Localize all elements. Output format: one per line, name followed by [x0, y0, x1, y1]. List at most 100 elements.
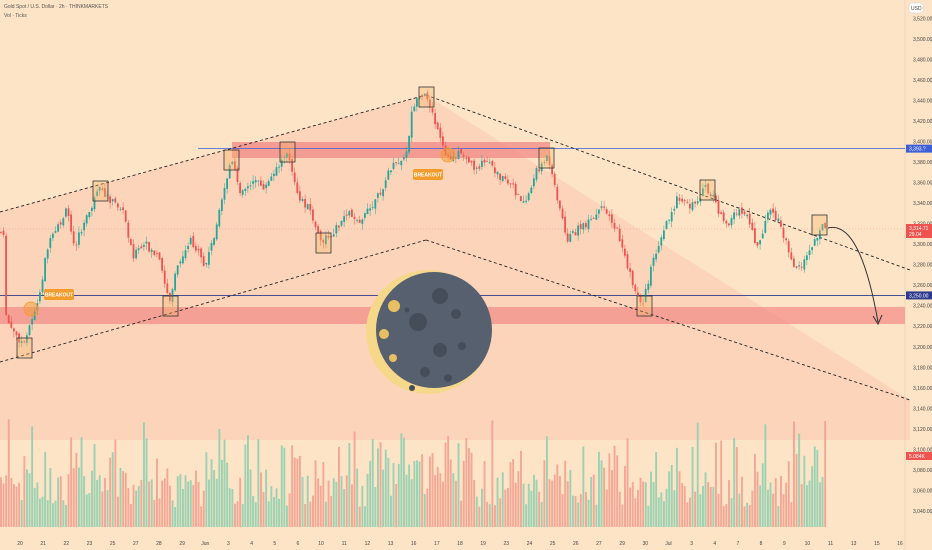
volume-bar: [434, 475, 437, 527]
x-tick-label: 17: [434, 541, 440, 547]
candle-body: [704, 184, 707, 187]
candle-body: [657, 246, 660, 253]
volume-bar: [608, 453, 611, 527]
volume-bar: [158, 498, 161, 527]
y-tick-label: 3,260.00: [913, 283, 932, 289]
volume-bar: [72, 468, 75, 527]
highlight-box: [162, 295, 179, 317]
volume-bar: [109, 457, 112, 527]
candle-body: [517, 193, 520, 195]
volume-bar: [582, 446, 585, 527]
volume-bar: [348, 443, 351, 527]
volume-bar: [293, 457, 296, 527]
candle-body: [668, 219, 670, 221]
candle-body: [452, 156, 455, 161]
y-tick-label: 3,180.00: [913, 365, 932, 371]
y-tick-label: 3,200.00: [913, 345, 932, 351]
volume-bar: [70, 437, 73, 527]
candle-body: [234, 161, 236, 170]
volume-bar: [483, 461, 486, 527]
volume-bar: [592, 474, 595, 527]
candle-body: [322, 240, 325, 243]
volume-bar: [145, 438, 148, 527]
volume-bar: [590, 477, 593, 527]
candle-body: [119, 208, 122, 210]
volume-bar: [429, 456, 431, 527]
volume-bar: [5, 475, 8, 527]
candle-body: [488, 162, 491, 164]
volume-bar: [764, 424, 767, 527]
candle-body: [548, 156, 551, 166]
volume-bar: [267, 501, 270, 527]
candle-body: [717, 200, 720, 214]
symbol-title[interactable]: Gold Spot / U.S. Dollar · 2h · THINKMARK…: [4, 4, 109, 10]
volume-bar: [647, 505, 650, 527]
candle-body: [257, 180, 260, 182]
volume-bar: [309, 501, 312, 527]
volume-bar: [416, 460, 418, 527]
volume-bar: [746, 502, 749, 527]
candle-body: [616, 227, 618, 229]
volume-bar: [538, 491, 541, 527]
volume-bar: [340, 476, 343, 527]
candle-body: [200, 248, 202, 258]
candle-body: [278, 166, 280, 168]
candle-body: [429, 99, 431, 108]
candle-body: [460, 148, 462, 154]
candle-body: [366, 208, 369, 214]
candle-body: [650, 266, 652, 286]
x-tick-label: 16: [897, 541, 903, 547]
volume-bar: [343, 489, 346, 527]
candle-body: [67, 208, 70, 217]
candle-body: [23, 340, 26, 342]
candle-body: [0, 231, 2, 233]
candle-body: [306, 204, 309, 210]
candle-body: [434, 113, 436, 125]
volume-bar: [436, 467, 439, 527]
candle-body: [559, 200, 561, 209]
volume-bar: [377, 448, 379, 527]
candle-body: [353, 216, 356, 219]
candle-body: [169, 292, 171, 301]
candle-body: [91, 207, 93, 211]
volume-bar: [106, 490, 109, 527]
volume-bar: [819, 482, 821, 527]
volume-bar: [278, 498, 281, 527]
volume-bar: [650, 471, 652, 527]
candle-body: [639, 295, 642, 303]
candle-body: [777, 218, 780, 222]
currency-button[interactable]: USD: [911, 6, 922, 12]
volume-bar: [720, 440, 723, 527]
volume-bar: [161, 480, 164, 527]
candle-body: [345, 214, 348, 216]
projection-arrowhead: [872, 314, 883, 326]
volume-indicator-label[interactable]: Vol · Ticks: [4, 13, 27, 19]
volume-bar: [176, 476, 179, 527]
candle-body: [800, 266, 803, 268]
volume-bar: [127, 488, 130, 527]
volume-bar: [782, 494, 785, 527]
volume-bar: [543, 460, 546, 527]
candle-body: [184, 250, 187, 259]
candle-body: [379, 192, 382, 195]
candle-body: [392, 162, 395, 169]
y-tick-label: 3,160.00: [913, 386, 932, 392]
y-tick-label: 3,040.00: [913, 509, 932, 515]
y-tick-label: 3,060.00: [913, 488, 932, 494]
moon-crater: [409, 313, 427, 331]
volume-bar: [114, 439, 117, 527]
volume-bar: [657, 497, 660, 527]
candle-body: [725, 220, 728, 224]
candle-body: [166, 283, 169, 293]
volume-bar: [208, 479, 210, 527]
volume-bar: [634, 498, 637, 527]
y-tick-label: 3,480.00: [913, 57, 932, 63]
volume-bar: [23, 456, 26, 527]
candle-body: [678, 197, 681, 201]
volume-bar: [421, 454, 424, 527]
candle-body: [20, 341, 23, 344]
volume-bar: [182, 488, 184, 527]
candle-body: [228, 165, 231, 179]
volume-bar: [808, 480, 811, 527]
